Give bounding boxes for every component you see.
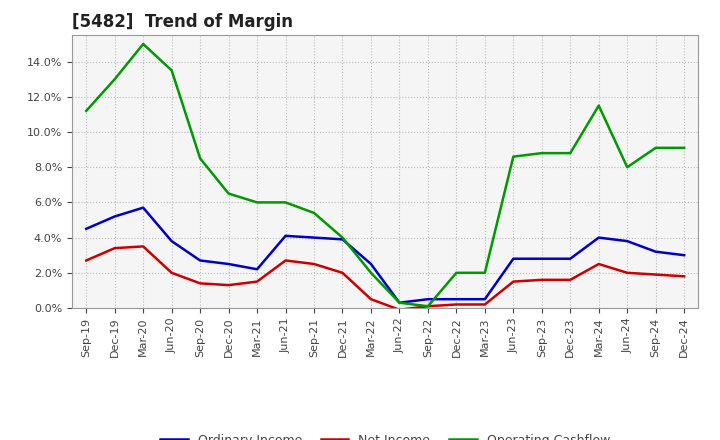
Ordinary Income — [110, 214, 119, 219]
Operating Cashflow — [196, 156, 204, 161]
Operating Cashflow — [509, 154, 518, 159]
Line: Ordinary Income: Ordinary Income — [86, 208, 684, 303]
Net Income — [282, 258, 290, 263]
Net Income — [110, 246, 119, 251]
Ordinary Income — [310, 235, 318, 240]
Net Income — [595, 261, 603, 267]
Net Income — [652, 272, 660, 277]
Net Income — [139, 244, 148, 249]
Ordinary Income — [452, 297, 461, 302]
Ordinary Income — [537, 256, 546, 261]
Ordinary Income — [82, 226, 91, 231]
Net Income — [310, 261, 318, 267]
Net Income — [452, 302, 461, 307]
Ordinary Income — [338, 237, 347, 242]
Net Income — [566, 277, 575, 282]
Net Income — [509, 279, 518, 284]
Net Income — [423, 304, 432, 309]
Operating Cashflow — [110, 77, 119, 82]
Operating Cashflow — [423, 304, 432, 309]
Operating Cashflow — [395, 300, 404, 305]
Ordinary Income — [366, 261, 375, 267]
Ordinary Income — [282, 233, 290, 238]
Legend: Ordinary Income, Net Income, Operating Cashflow: Ordinary Income, Net Income, Operating C… — [156, 429, 615, 440]
Operating Cashflow — [537, 150, 546, 156]
Ordinary Income — [225, 261, 233, 267]
Ordinary Income — [480, 297, 489, 302]
Net Income — [537, 277, 546, 282]
Operating Cashflow — [366, 270, 375, 275]
Operating Cashflow — [139, 41, 148, 47]
Net Income — [253, 279, 261, 284]
Net Income — [167, 270, 176, 275]
Ordinary Income — [395, 300, 404, 305]
Net Income — [680, 274, 688, 279]
Ordinary Income — [566, 256, 575, 261]
Net Income — [623, 270, 631, 275]
Operating Cashflow — [310, 210, 318, 216]
Operating Cashflow — [167, 68, 176, 73]
Operating Cashflow — [282, 200, 290, 205]
Net Income — [366, 297, 375, 302]
Net Income — [480, 302, 489, 307]
Ordinary Income — [253, 267, 261, 272]
Ordinary Income — [680, 253, 688, 258]
Operating Cashflow — [338, 235, 347, 240]
Operating Cashflow — [452, 270, 461, 275]
Net Income — [225, 282, 233, 288]
Operating Cashflow — [680, 145, 688, 150]
Line: Operating Cashflow: Operating Cashflow — [86, 44, 684, 306]
Operating Cashflow — [225, 191, 233, 196]
Net Income — [196, 281, 204, 286]
Operating Cashflow — [253, 200, 261, 205]
Ordinary Income — [623, 238, 631, 244]
Net Income — [395, 307, 404, 312]
Operating Cashflow — [623, 165, 631, 170]
Operating Cashflow — [82, 108, 91, 114]
Ordinary Income — [652, 249, 660, 254]
Net Income — [338, 270, 347, 275]
Ordinary Income — [595, 235, 603, 240]
Line: Net Income: Net Income — [86, 246, 684, 310]
Ordinary Income — [509, 256, 518, 261]
Net Income — [82, 258, 91, 263]
Operating Cashflow — [595, 103, 603, 108]
Ordinary Income — [423, 297, 432, 302]
Operating Cashflow — [480, 270, 489, 275]
Operating Cashflow — [566, 150, 575, 156]
Ordinary Income — [196, 258, 204, 263]
Ordinary Income — [167, 238, 176, 244]
Operating Cashflow — [652, 145, 660, 150]
Ordinary Income — [139, 205, 148, 210]
Text: [5482]  Trend of Margin: [5482] Trend of Margin — [72, 13, 293, 31]
